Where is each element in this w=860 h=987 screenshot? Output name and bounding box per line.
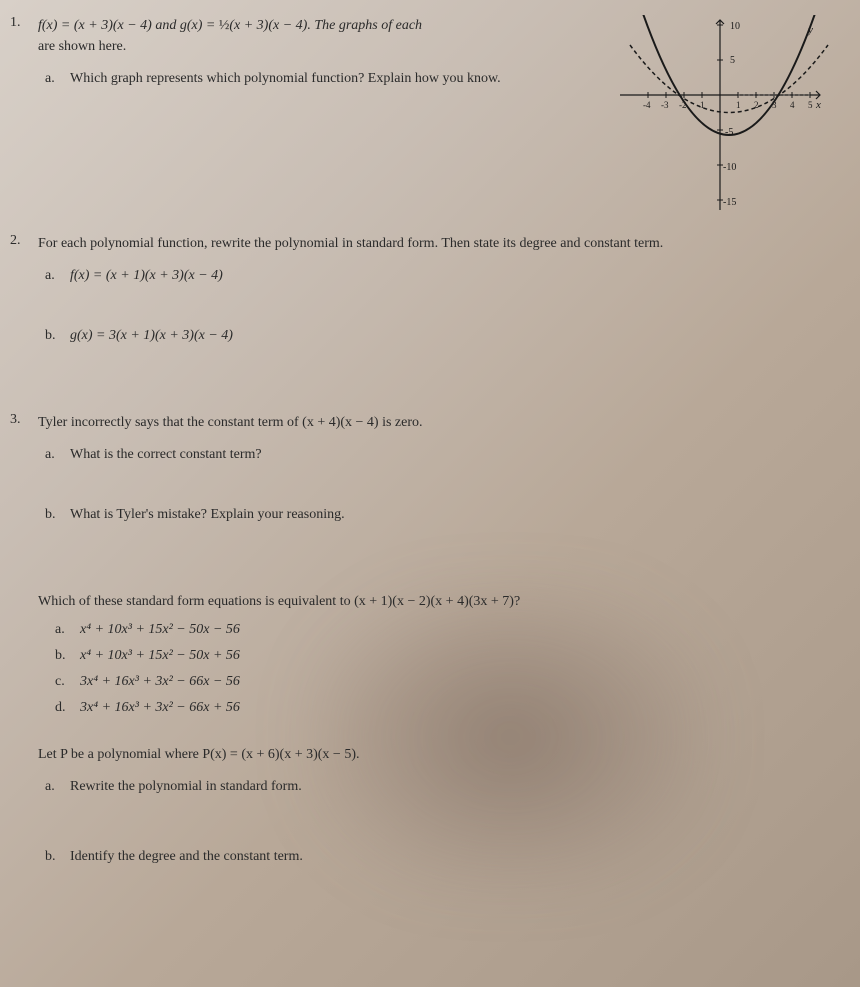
- problem-4: Which of these standard form equations i…: [30, 591, 830, 716]
- opt-text-4c: 3x⁴ + 16x³ + 3x² − 66x − 56: [80, 674, 240, 689]
- sub-text-5b: Identify the degree and the constant ter…: [70, 849, 303, 864]
- problem-5-text: Let P be a polynomial where P(x) = (x + …: [38, 744, 830, 765]
- problem-3-text: Tyler incorrectly says that the constant…: [38, 412, 830, 433]
- sub-label-5b: b.: [45, 849, 56, 865]
- problem-1-text: f(x) = (x + 3)(x − 4) and g(x) = ½(x + 3…: [38, 15, 598, 57]
- problem-2-text: For each polynomial function, rewrite th…: [38, 233, 830, 254]
- problem-5-sub-a: a. Rewrite the polynomial in standard fo…: [70, 779, 830, 795]
- y-tick-neg15: -15: [723, 197, 736, 208]
- y-tick-neg10: -10: [723, 162, 736, 173]
- problem-2-sub-b: b. g(x) = 3(x + 1)(x + 3)(x − 4): [70, 328, 830, 344]
- option-4b: b. x⁴ + 10x³ + 15x² − 50x + 56: [80, 648, 830, 664]
- problem-5: Let P be a polynomial where P(x) = (x + …: [30, 744, 830, 865]
- y-tick-5: 5: [730, 55, 735, 66]
- sub-text-3a: What is the correct constant term?: [70, 447, 262, 462]
- x-tick-1: 1: [736, 100, 741, 110]
- sub-label-3b: b.: [45, 507, 56, 523]
- problem-1-number: 1.: [10, 15, 21, 31]
- x-tick-neg3: -3: [661, 100, 669, 110]
- opt-label-4a: a.: [55, 622, 65, 638]
- x-tick-5: 5: [808, 100, 813, 110]
- problem-5-sub-b: b. Identify the degree and the constant …: [70, 849, 830, 865]
- x-axis-label: x: [815, 99, 821, 111]
- problem-2-sub-a: a. f(x) = (x + 1)(x + 3)(x − 4): [70, 268, 830, 284]
- option-4a: a. x⁴ + 10x³ + 15x² − 50x − 56: [80, 622, 830, 638]
- option-4d: d. 3x⁴ + 16x³ + 3x² − 66x + 56: [80, 700, 830, 716]
- x-tick-neg4: -4: [643, 100, 651, 110]
- problem-3: 3. Tyler incorrectly says that the const…: [30, 412, 830, 563]
- problem-4-text: Which of these standard form equations i…: [38, 591, 830, 612]
- sub-text-5a: Rewrite the polynomial in standard form.: [70, 779, 302, 794]
- problem-3-number: 3.: [10, 412, 21, 428]
- opt-label-4b: b.: [55, 648, 66, 664]
- option-4c: c. 3x⁴ + 16x³ + 3x² − 66x − 56: [80, 674, 830, 690]
- problem-3-sub-b: b. What is Tyler's mistake? Explain your…: [70, 507, 830, 523]
- problem-1: 1. f(x) = (x + 3)(x − 4) and g(x) = ½(x …: [30, 15, 830, 205]
- graph-parabolas: 10 5 -5 -10 -15 -4 -3 -2 -1 1 2 3 4 5 y …: [610, 15, 830, 215]
- sub-text-1a: Which graph represents which polynomial …: [70, 71, 501, 86]
- opt-text-4b: x⁴ + 10x³ + 15x² − 50x + 56: [80, 648, 240, 663]
- problem-2: 2. For each polynomial function, rewrite…: [30, 233, 830, 384]
- sub-label-1a: a.: [45, 71, 55, 87]
- sub-text-3b: What is Tyler's mistake? Explain your re…: [70, 507, 345, 522]
- opt-text-4d: 3x⁴ + 16x³ + 3x² − 66x + 56: [80, 700, 240, 715]
- curve-fx: [640, 15, 818, 135]
- y-tick-10: 10: [730, 21, 740, 32]
- sub-label-5a: a.: [45, 779, 55, 795]
- sub-label-3a: a.: [45, 447, 55, 463]
- problem-1-sub-a: a. Which graph represents which polynomi…: [70, 71, 570, 87]
- opt-label-4d: d.: [55, 700, 66, 716]
- y-tick-neg5: -5: [725, 127, 733, 138]
- problem-3-sub-a: a. What is the correct constant term?: [70, 447, 830, 463]
- opt-label-4c: c.: [55, 674, 65, 690]
- x-tick-4: 4: [790, 100, 795, 110]
- sub-text-2a: f(x) = (x + 1)(x + 3)(x − 4): [70, 268, 223, 283]
- opt-text-4a: x⁴ + 10x³ + 15x² − 50x − 56: [80, 622, 240, 637]
- sub-label-2a: a.: [45, 268, 55, 284]
- problem-2-number: 2.: [10, 233, 21, 249]
- sub-text-2b: g(x) = 3(x + 1)(x + 3)(x − 4): [70, 328, 233, 343]
- graph-svg: 10 5 -5 -10 -15 -4 -3 -2 -1 1 2 3 4 5 y …: [610, 15, 830, 215]
- sub-label-2b: b.: [45, 328, 56, 344]
